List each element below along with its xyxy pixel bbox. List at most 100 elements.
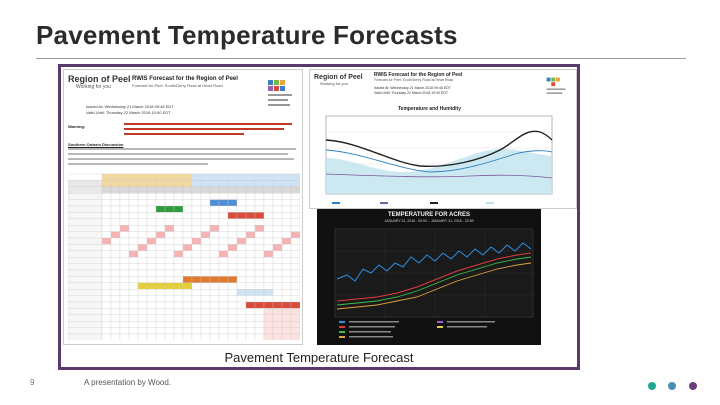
grid-cell: [245, 250, 256, 258]
grid-cell: [182, 225, 193, 232]
grid-cell: [218, 327, 229, 335]
grid-cell: [200, 205, 211, 213]
grid-cell: [173, 186, 184, 194]
grid-cell: [110, 186, 121, 194]
grid-cell: [128, 289, 139, 296]
grid-cell: [218, 282, 229, 290]
grid-cell: [227, 289, 238, 296]
grid-cell: [173, 193, 184, 200]
grid-cell: [200, 295, 211, 303]
grid-cell: [164, 193, 175, 200]
pavement-temperature-chart: TEMPERATURE FOR ACRES JANUARY 31, 2016 -…: [317, 209, 541, 345]
grid-cell: [209, 193, 220, 200]
grid-cell: [200, 180, 211, 187]
logo-text: Region of Peel: [314, 74, 363, 81]
grid-cell: [236, 327, 247, 335]
grid-cell: [155, 333, 166, 340]
grid-cell: [209, 269, 220, 277]
grid-cell: [173, 237, 184, 245]
grid-cell: [146, 263, 157, 271]
grid-cell: [173, 289, 184, 296]
grid-cell: [236, 186, 247, 194]
grid-row-label: [68, 212, 103, 219]
grid-cell: [146, 327, 157, 335]
grid-cell: [164, 314, 175, 322]
issued-line: Issued At: Wednesday 21 March 2018 09:46…: [374, 86, 451, 90]
grid-cell: [209, 327, 220, 335]
grid-cell: [137, 308, 148, 315]
grid-cell: [155, 193, 166, 200]
grid-cell: [245, 282, 256, 290]
grid-cell: [155, 186, 166, 194]
grid-cell: [245, 193, 256, 200]
grid-cell: [227, 327, 238, 335]
grid-cell: [137, 327, 148, 335]
grid-cell: [236, 269, 247, 277]
grid-cell: [254, 269, 265, 277]
grid-cell: [281, 257, 292, 264]
grid-cell: [146, 308, 157, 315]
grid-cell: [146, 205, 157, 213]
grid-cell: [101, 225, 112, 232]
grid-cell: [236, 193, 247, 200]
grid-cell: [254, 257, 265, 264]
grid-cell: [290, 225, 300, 232]
grid-cell: [272, 212, 283, 219]
grid-cell: [173, 250, 184, 258]
grid-cell: [128, 193, 139, 200]
grid-cell: [182, 314, 193, 322]
grid-cell: [137, 193, 148, 200]
grid-cell: [173, 301, 184, 309]
discussion-label: Southern Ontario Discussion: [68, 142, 124, 147]
grid-cell: [101, 333, 112, 340]
grid-cell: [254, 327, 265, 335]
grid-cell: [218, 269, 229, 277]
grid-cell: [227, 295, 238, 303]
grid-cell: [245, 218, 256, 226]
region-logo: Region of Peel Working for you: [68, 74, 131, 90]
grid-cell: [146, 244, 157, 251]
grid-cell: [110, 231, 121, 239]
grid-cell: [254, 205, 265, 213]
forecast-series-green: [336, 256, 532, 306]
grid-cell: [173, 244, 184, 251]
grid-cell: [110, 314, 121, 322]
grid-cell: [263, 180, 274, 187]
region-logo: Region of Peel Working for you: [314, 74, 363, 86]
grid-cell: [209, 186, 220, 194]
grid-cell: [182, 327, 193, 335]
grid-cell: [236, 301, 247, 309]
grid-cell: [101, 212, 112, 219]
grid-cell: [209, 321, 220, 328]
grid-cell: [236, 289, 247, 296]
grid-cell: [281, 308, 292, 315]
grid-cell: [191, 237, 202, 245]
grid-cell: [218, 301, 229, 309]
document-title-text: RWIS Forecast for the Region of Peel: [132, 76, 238, 82]
grid-cell: [281, 199, 292, 207]
valid-line: Valid Until: Thursday 22 March 2018 10:0…: [374, 91, 448, 95]
grid-cell: [128, 321, 139, 328]
grid-cell: [245, 225, 256, 232]
grid-cell: [101, 321, 112, 328]
grid-row-label: [68, 327, 103, 335]
slide-title: Pavement Temperature Forecasts: [36, 20, 458, 50]
grid-cell: [110, 333, 121, 340]
grid-cell: [227, 193, 238, 200]
grid-row-label: [68, 225, 103, 232]
grid-cell: [227, 199, 238, 207]
grid-cell: [200, 314, 211, 322]
grid-cell: [272, 295, 283, 303]
grid-cell: [227, 333, 238, 340]
grid-cell: [209, 218, 220, 226]
grid-cell: [164, 218, 175, 226]
grid-cell: [272, 199, 283, 207]
grid-cell: [146, 193, 157, 200]
grid-cell: [137, 301, 148, 309]
grid-row-label: [68, 180, 103, 187]
warning-label: Warning:: [68, 124, 86, 129]
grid-cell: [110, 282, 121, 290]
grid-cell: [236, 321, 247, 328]
grid-cell: [245, 231, 256, 239]
grid-cell: [164, 276, 175, 283]
